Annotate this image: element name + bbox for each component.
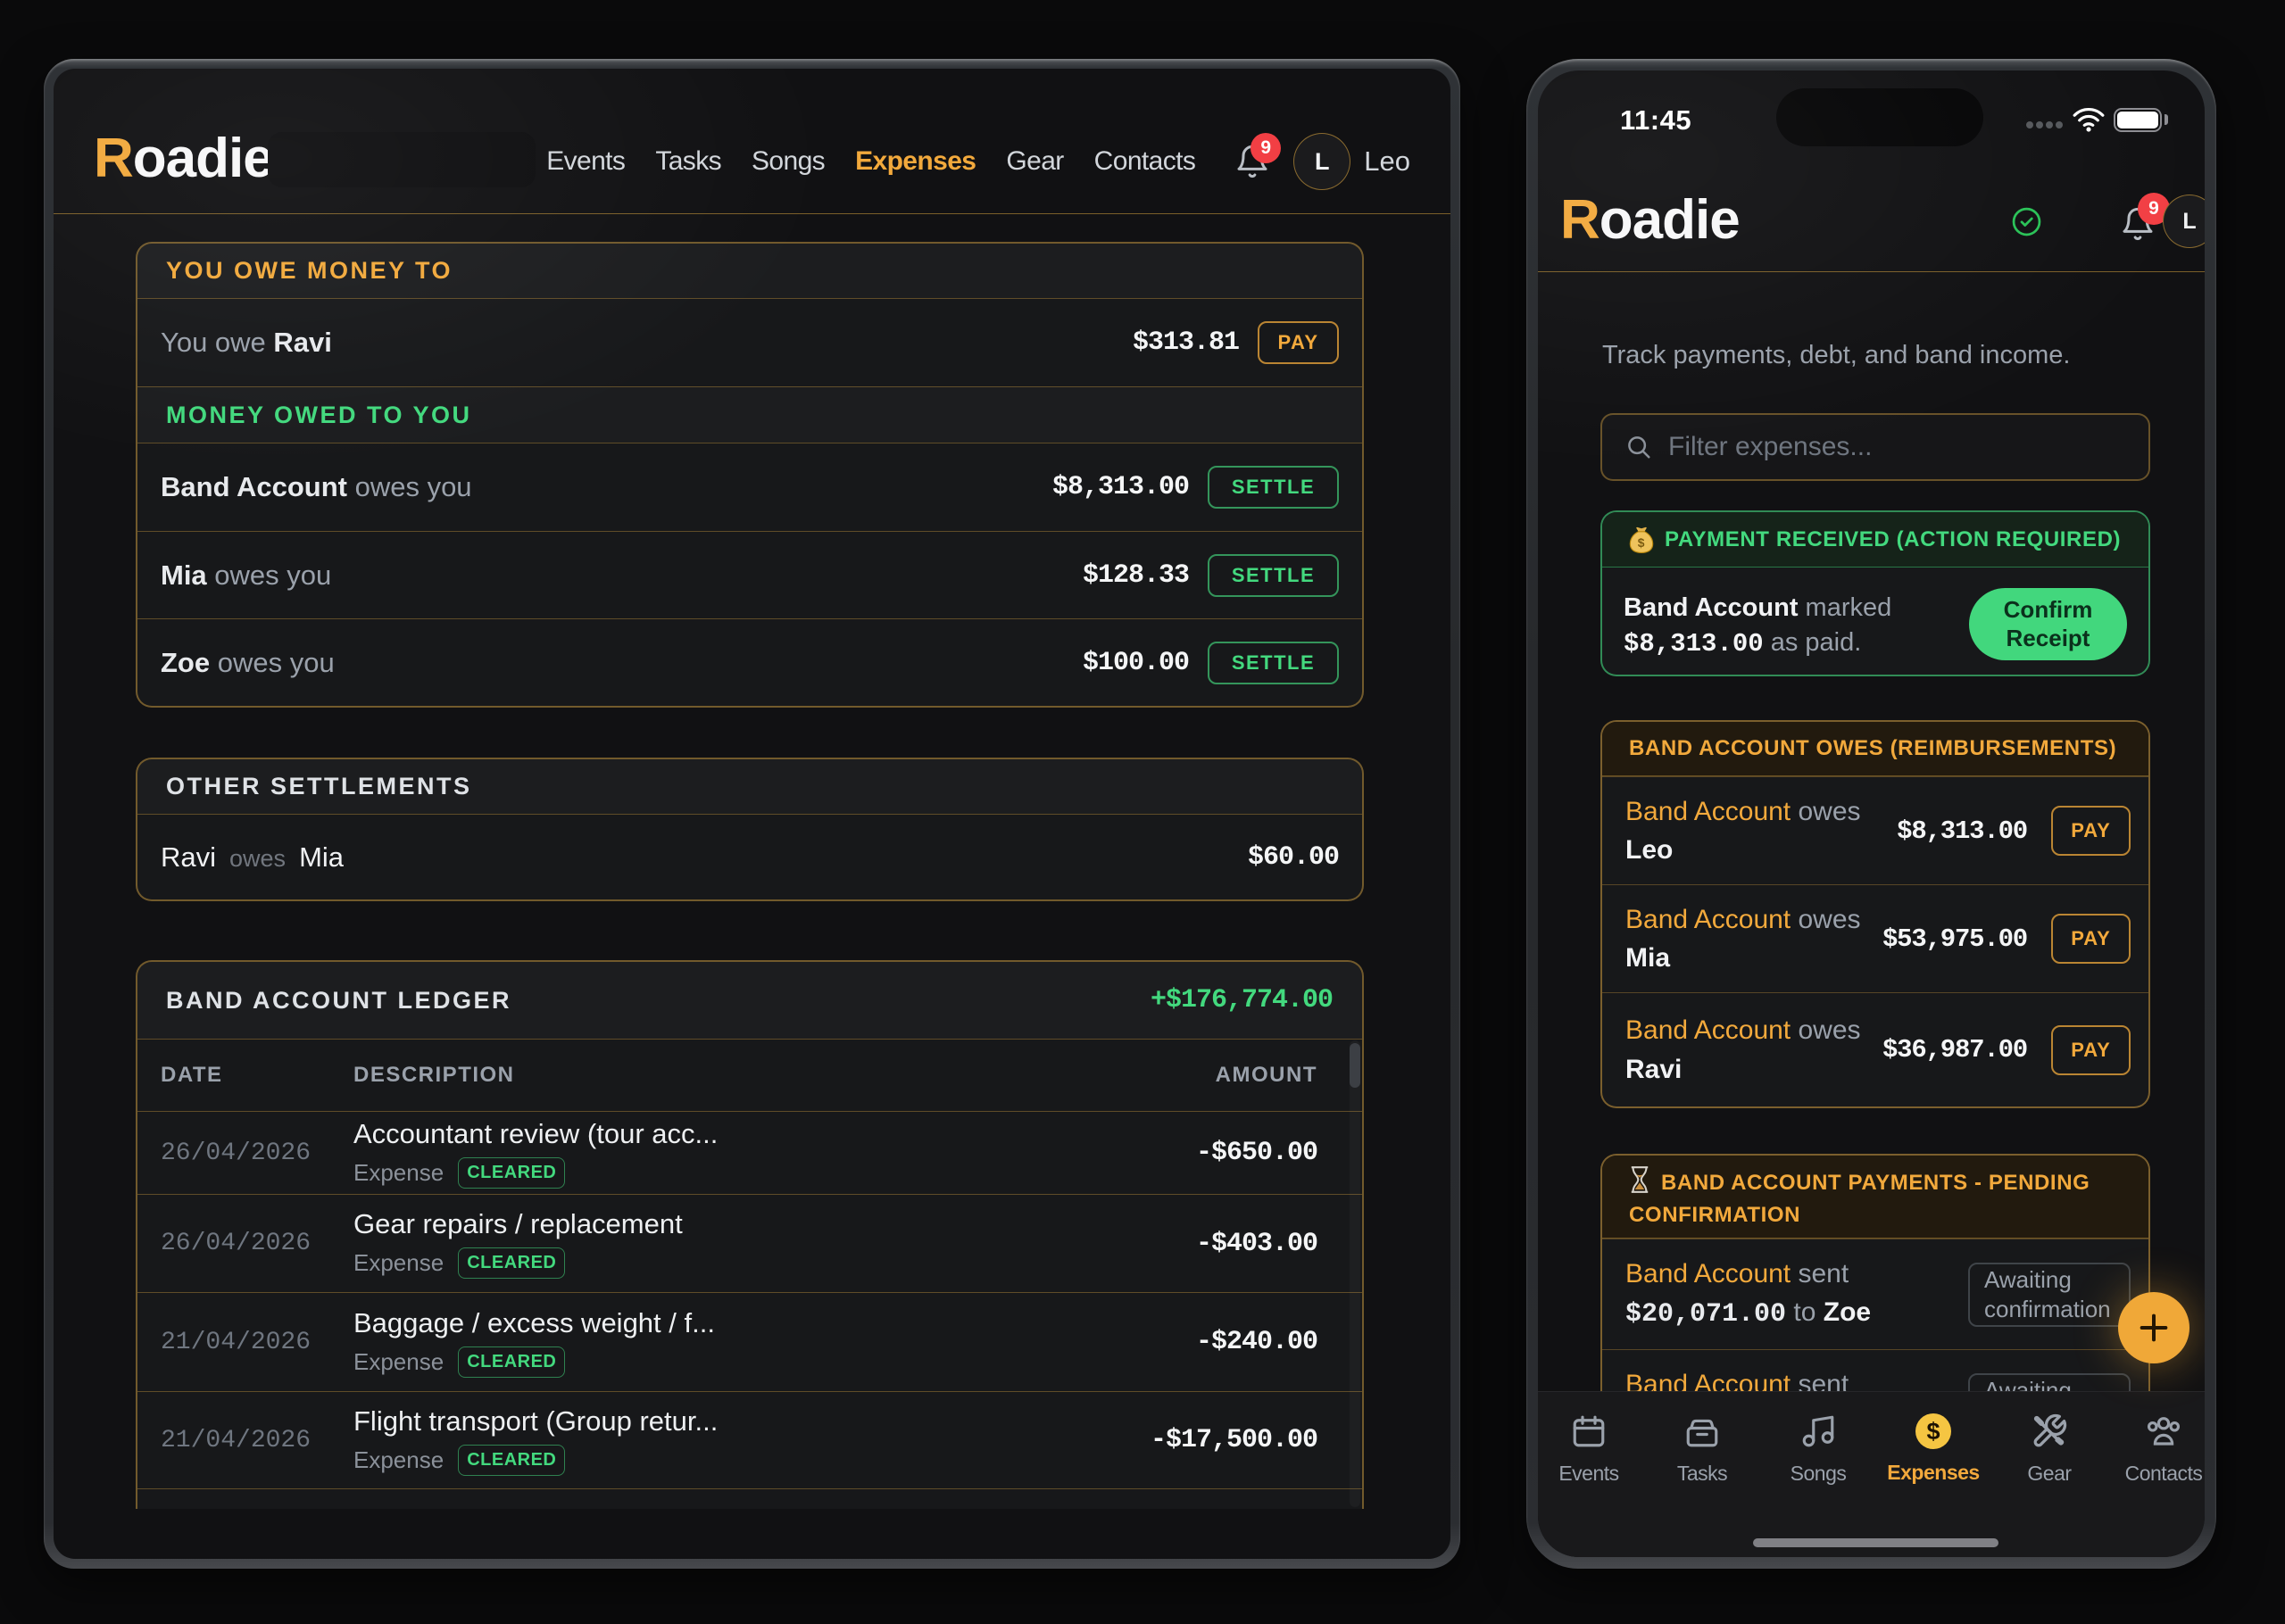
svg-text:$: $ bbox=[1638, 535, 1645, 550]
